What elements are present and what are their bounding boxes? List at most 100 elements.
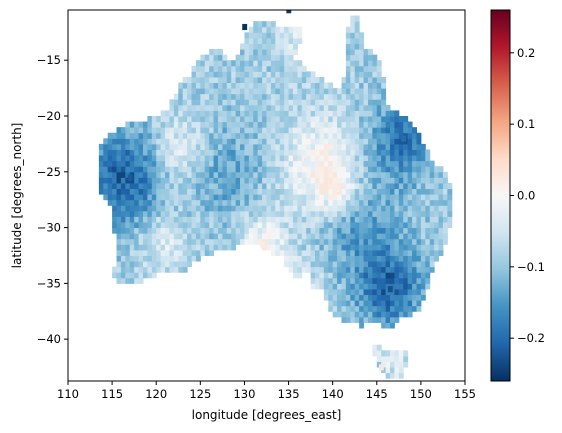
heatmap-cell [403, 350, 408, 356]
heatmap-cell [218, 216, 223, 222]
heatmap-cell [275, 43, 280, 49]
heatmap-cell [152, 183, 157, 189]
heatmap-cell [227, 200, 232, 206]
heatmap-cell [240, 205, 245, 211]
heatmap-cell [280, 216, 285, 222]
heatmap-cell [284, 88, 289, 94]
heatmap-cell [364, 250, 369, 256]
heatmap-cell [346, 255, 351, 261]
x-tick-label: 130 [233, 387, 255, 401]
heatmap-cell [267, 88, 272, 94]
heatmap-cell [200, 66, 205, 72]
heatmap-cell [222, 205, 227, 211]
heatmap-cell [253, 88, 258, 94]
heatmap-cell [390, 172, 395, 178]
heatmap-cell [412, 222, 417, 228]
heatmap-cell [218, 233, 223, 239]
heatmap-cell [165, 233, 170, 239]
heatmap-cell [328, 144, 333, 150]
heatmap-cell [209, 77, 214, 83]
heatmap-cell [350, 233, 355, 239]
heatmap-cell [399, 244, 404, 250]
heatmap-cell [192, 133, 197, 139]
heatmap-cell [280, 71, 285, 77]
heatmap-cell [249, 71, 254, 77]
heatmap-cell [284, 77, 289, 83]
heatmap-cell [152, 211, 157, 217]
heatmap-cell [262, 88, 267, 94]
heatmap-cell [187, 88, 192, 94]
heatmap-cell [192, 255, 197, 261]
heatmap-cell [293, 233, 298, 239]
heatmap-cell [355, 194, 360, 200]
heatmap-cell [355, 205, 360, 211]
heatmap-cell [165, 261, 170, 267]
heatmap-cell [377, 311, 382, 317]
heatmap-cell [267, 211, 272, 217]
heatmap-cell [311, 161, 316, 167]
heatmap-cell [439, 211, 444, 217]
heatmap-cell [240, 216, 245, 222]
heatmap-cell [421, 211, 426, 217]
heatmap-cell [377, 155, 382, 161]
heatmap-cell [222, 110, 227, 116]
heatmap-cell [262, 133, 267, 139]
heatmap-cell [244, 138, 249, 144]
heatmap-cell [364, 66, 369, 72]
heatmap-cell [284, 166, 289, 172]
heatmap-cell [117, 278, 122, 284]
heatmap-cell [205, 105, 210, 111]
heatmap-cell [311, 166, 316, 172]
heatmap-cell [128, 175, 133, 181]
heatmap-cell [284, 127, 289, 133]
heatmap-cell [253, 38, 258, 44]
heatmap-cell [412, 211, 417, 217]
heatmap-cell [293, 105, 298, 111]
heatmap-cell [364, 99, 369, 105]
x-tick-label: 135 [278, 387, 300, 401]
heatmap-cell [337, 172, 342, 178]
heatmap-cell [156, 205, 161, 211]
heatmap-cell [408, 194, 413, 200]
heatmap-cell [364, 261, 369, 267]
heatmap-cell [134, 149, 139, 155]
heatmap-cell [231, 183, 236, 189]
y-tick-label: −25 [37, 165, 61, 179]
heatmap-cell [328, 239, 333, 245]
heatmap-cell [258, 49, 263, 55]
heatmap-cell [236, 183, 241, 189]
heatmap-cell [161, 267, 166, 273]
heatmap-cell [200, 244, 205, 250]
heatmap-cell [222, 133, 227, 139]
heatmap-cell [425, 172, 430, 178]
heatmap-cell [333, 94, 338, 100]
heatmap-cell [183, 138, 188, 144]
heatmap-cell [284, 261, 289, 267]
heatmap-cell [236, 216, 241, 222]
heatmap-cell [341, 110, 346, 116]
heatmap-cell [346, 155, 351, 161]
heatmap-cell [324, 94, 329, 100]
heatmap-cell [386, 183, 391, 189]
heatmap-cell [284, 161, 289, 167]
heatmap-cell [253, 144, 258, 150]
heatmap-cell [311, 283, 316, 289]
heatmap-cell [368, 99, 373, 105]
heatmap-cell [315, 267, 320, 273]
heatmap-cell [315, 83, 320, 89]
heatmap-cell [156, 233, 161, 239]
heatmap-cell [200, 127, 205, 133]
heatmap-cell [364, 194, 369, 200]
heatmap-cell [319, 105, 324, 111]
heatmap-cell [408, 155, 413, 161]
heatmap-cell [249, 66, 254, 72]
heatmap-cell [381, 322, 386, 328]
heatmap-cell [284, 138, 289, 144]
heatmap-cell [315, 99, 320, 105]
heatmap-cell [297, 110, 302, 116]
heatmap-cell [302, 94, 307, 100]
heatmap-cell [117, 233, 122, 239]
heatmap-cell [350, 43, 355, 49]
heatmap-cell [408, 211, 413, 217]
heatmap-cell [311, 183, 316, 189]
